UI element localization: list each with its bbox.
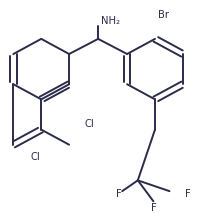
Text: F: F (185, 189, 191, 199)
Text: Br: Br (158, 10, 169, 20)
Text: NH₂: NH₂ (101, 16, 120, 25)
Text: F: F (116, 189, 122, 199)
Text: Cl: Cl (85, 119, 95, 129)
Text: F: F (151, 203, 156, 213)
Text: Cl: Cl (31, 152, 41, 162)
